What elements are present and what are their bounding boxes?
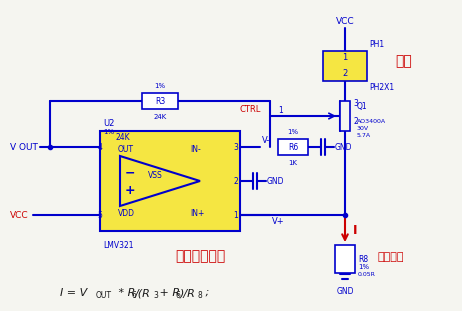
- Text: OUT: OUT: [118, 145, 134, 154]
- Text: 3: 3: [233, 142, 238, 151]
- Text: /(R: /(R: [135, 288, 151, 298]
- Text: 1%: 1%: [358, 264, 369, 270]
- Text: 1: 1: [233, 211, 238, 220]
- Text: −: −: [125, 166, 135, 179]
- Text: 6: 6: [176, 291, 181, 300]
- Text: 3: 3: [353, 100, 358, 109]
- Text: 24K: 24K: [115, 133, 130, 142]
- Text: VCC: VCC: [10, 211, 29, 220]
- Text: V OUT: V OUT: [10, 142, 38, 151]
- Text: VSS: VSS: [148, 171, 162, 180]
- Text: 负载: 负载: [395, 54, 412, 68]
- Text: V+: V+: [272, 217, 285, 226]
- Text: OUT: OUT: [96, 291, 112, 300]
- Text: 0.05R: 0.05R: [358, 272, 376, 277]
- Text: I: I: [353, 224, 358, 236]
- Text: 4: 4: [97, 142, 102, 151]
- Text: 1: 1: [278, 106, 283, 115]
- Text: IN+: IN+: [190, 208, 204, 217]
- Text: 2: 2: [342, 68, 347, 77]
- Text: 1%: 1%: [287, 129, 298, 135]
- Text: 5.7A: 5.7A: [357, 133, 371, 138]
- Bar: [335, 245, 355, 273]
- Text: Q1: Q1: [357, 102, 368, 111]
- Text: )/R: )/R: [180, 288, 196, 298]
- Text: IN-: IN-: [190, 145, 201, 154]
- Text: 1%: 1%: [154, 83, 165, 89]
- Text: VCC: VCC: [336, 17, 354, 26]
- Text: R3: R3: [155, 96, 165, 105]
- Bar: [323, 51, 367, 81]
- Text: CTRL: CTRL: [240, 105, 261, 114]
- Text: 2: 2: [233, 177, 238, 185]
- Text: 1: 1: [342, 53, 347, 63]
- Bar: [100, 131, 240, 231]
- Text: 2: 2: [353, 117, 358, 126]
- Text: 3: 3: [153, 291, 158, 300]
- Text: PH1: PH1: [369, 40, 384, 49]
- Text: GND: GND: [336, 287, 354, 296]
- Text: U2: U2: [103, 119, 115, 128]
- Text: 1K: 1K: [288, 160, 298, 166]
- Bar: [278, 139, 308, 155]
- Text: 1%: 1%: [103, 129, 114, 135]
- Text: +: +: [125, 184, 135, 197]
- Text: R8: R8: [358, 254, 368, 263]
- Text: I = V: I = V: [60, 288, 87, 298]
- Text: PH2X1: PH2X1: [369, 83, 394, 92]
- Text: 采样电阻: 采样电阻: [377, 252, 403, 262]
- Text: V-: V-: [262, 136, 270, 145]
- Bar: [142, 93, 178, 109]
- Text: 8: 8: [198, 291, 203, 300]
- Text: AO3400A: AO3400A: [357, 119, 386, 124]
- Text: GND: GND: [267, 177, 285, 185]
- Text: ;: ;: [202, 288, 209, 298]
- Text: 24K: 24K: [153, 114, 167, 120]
- Bar: [340, 101, 350, 131]
- Text: VDD: VDD: [118, 208, 135, 217]
- Text: 低端电流采样: 低端电流采样: [175, 249, 225, 263]
- Text: GND: GND: [335, 142, 353, 151]
- Text: R6: R6: [288, 142, 298, 151]
- Text: 30V: 30V: [357, 126, 369, 131]
- Text: LMV321: LMV321: [103, 241, 134, 250]
- Text: 5: 5: [97, 211, 102, 220]
- Text: 6: 6: [131, 291, 136, 300]
- Text: * R: * R: [115, 288, 135, 298]
- Text: + R: + R: [156, 288, 180, 298]
